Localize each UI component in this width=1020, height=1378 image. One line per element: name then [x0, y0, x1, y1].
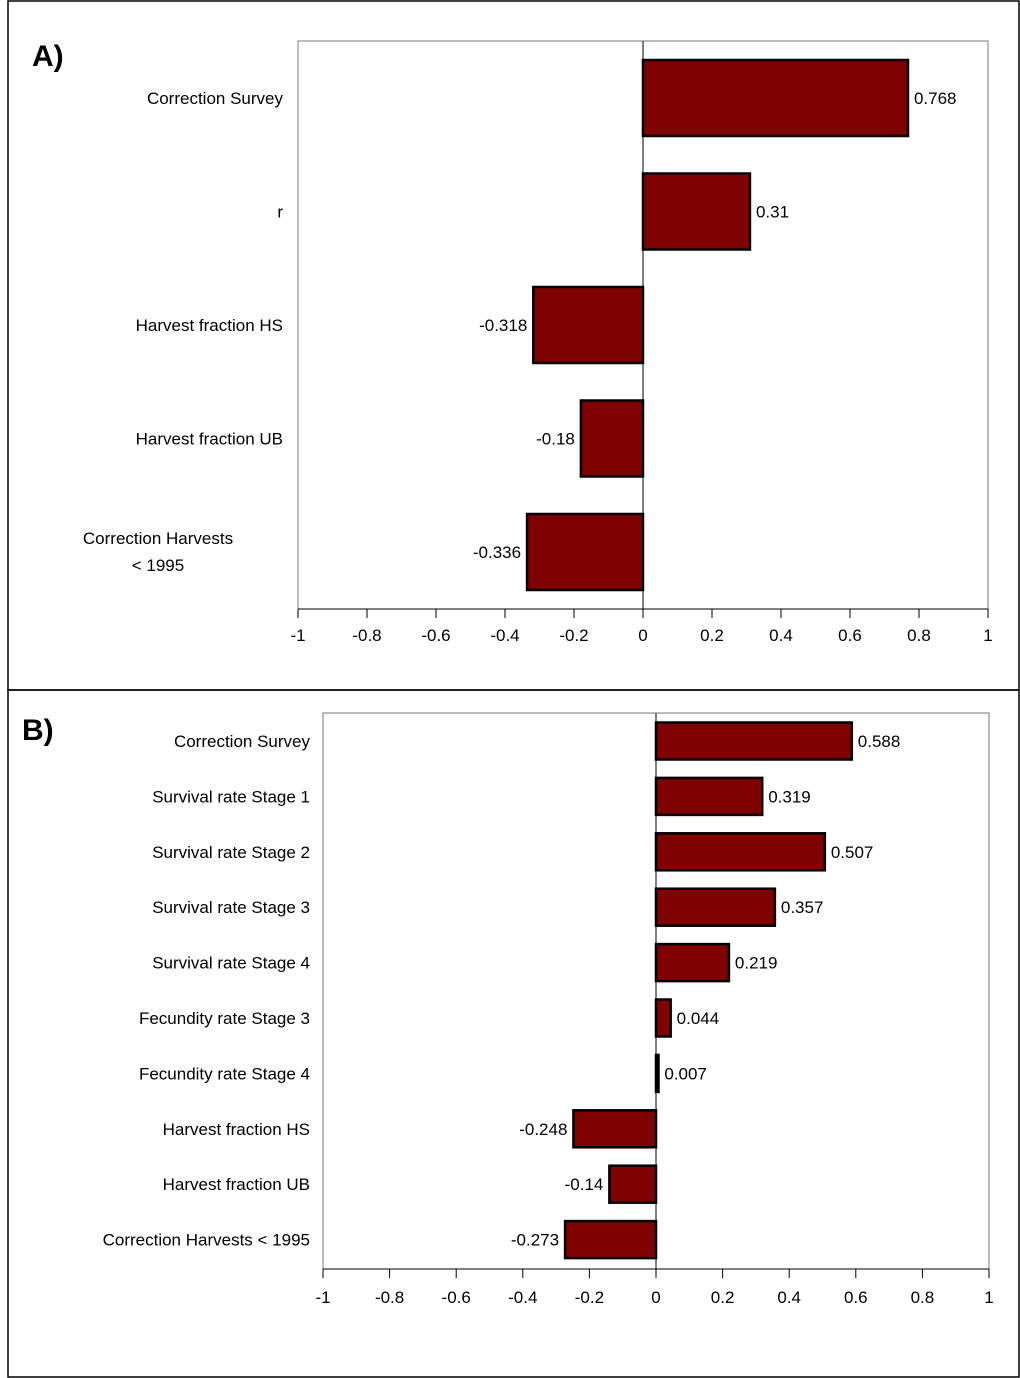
data-label: 0.31 [756, 203, 789, 222]
panel-a-letter: A) [32, 40, 64, 73]
x-tick-label: -1 [315, 1288, 330, 1307]
x-tick-label: -0.2 [575, 1288, 604, 1307]
panel-a-category-labels: Correction Survey r Harvest fraction HS Har… [83, 89, 284, 575]
panel-b-x-axis: -1 -0.8 -0.6 -0.4 -0.2 0 0.2 0.4 0.6 0.8 1 [315, 713, 994, 1307]
category-label: Harvest fraction HS [163, 1120, 310, 1139]
panel-b-bars [563, 721, 854, 1260]
category-label: Survival rate Stage 4 [152, 954, 310, 973]
category-label: Fecundity rate Stage 3 [139, 1009, 310, 1028]
panel-b-category-labels: Correction Survey Survival rate Stage 1 Su… [103, 732, 311, 1250]
bar [563, 1219, 658, 1260]
x-tick-label: 1 [984, 1288, 993, 1307]
panel-b-border [7, 689, 1020, 1378]
bar [654, 776, 764, 817]
category-label: Correction Survey [174, 732, 311, 751]
panel-b-data-labels: 0.588 0.319 0.507 0.357 0.219 0.044 0.007 -0.24… [511, 732, 900, 1250]
data-label: -0.14 [565, 1175, 604, 1194]
data-label: 0.768 [914, 89, 957, 108]
panel-a: A) 0.768 0.31 -0.318 -0.18 -0.336 Correction… [7, 0, 1020, 691]
category-label: Correction Survey [147, 89, 284, 108]
data-label: -0.18 [536, 430, 575, 449]
bar [572, 1109, 658, 1149]
bar [641, 58, 910, 138]
panel-a-data-labels: 0.768 0.31 -0.318 -0.18 -0.336 [473, 89, 957, 562]
category-label: Correction Harvests [83, 529, 233, 548]
x-tick-label: 0.2 [711, 1288, 735, 1307]
x-tick-label: 0.8 [907, 626, 931, 645]
x-tick-label: 0.6 [838, 626, 862, 645]
x-tick-label: -0.4 [490, 626, 519, 645]
category-label: Survival rate Stage 2 [152, 843, 310, 862]
data-label: 0.319 [768, 787, 811, 806]
category-label: r [277, 203, 283, 222]
panel-b-letter: B) [22, 714, 54, 747]
data-label: -0.318 [479, 316, 527, 335]
panel-a-bars [525, 58, 910, 592]
x-tick-label: 0.2 [700, 626, 724, 645]
x-tick-label: 0.4 [769, 626, 793, 645]
x-tick-label: 0 [651, 1288, 660, 1307]
data-label: 0.357 [781, 898, 824, 917]
data-label: 0.044 [677, 1009, 720, 1028]
x-tick-label: -0.8 [352, 626, 381, 645]
bar [654, 721, 854, 761]
bar [654, 832, 827, 872]
x-tick-label: 0.6 [844, 1288, 868, 1307]
x-tick-label: 1 [983, 626, 992, 645]
bar [579, 399, 645, 478]
x-tick-label: -1 [290, 626, 305, 645]
data-label: 0.588 [858, 732, 901, 751]
category-label: Survival rate Stage 3 [152, 898, 310, 917]
bar [654, 887, 777, 927]
category-label: Fecundity rate Stage 4 [139, 1064, 310, 1083]
category-label: Harvest fraction UB [163, 1175, 310, 1194]
x-tick-label: -0.8 [375, 1288, 404, 1307]
category-label: Harvest fraction UB [136, 430, 283, 449]
panel-a-x-axis: -1 -0.8 -0.6 -0.4 -0.2 0 0.2 0.4 0.6 0.8 1 [290, 41, 993, 645]
category-label: Harvest fraction HS [136, 316, 283, 335]
x-tick-label: -0.4 [508, 1288, 537, 1307]
data-label: -0.248 [519, 1120, 567, 1139]
x-tick-label: -0.2 [559, 626, 588, 645]
bar [641, 172, 752, 251]
data-label: 0.507 [831, 843, 874, 862]
bar [654, 998, 672, 1038]
x-tick-label: 0.8 [911, 1288, 935, 1307]
x-tick-label: 0.4 [777, 1288, 801, 1307]
x-tick-label: -0.6 [421, 626, 450, 645]
bar [532, 285, 645, 365]
category-label: Correction Harvests < 1995 [103, 1231, 310, 1250]
category-label: Survival rate Stage 1 [152, 787, 310, 806]
data-label: 0.219 [735, 954, 778, 973]
bar [654, 942, 731, 983]
x-tick-label: -0.6 [442, 1288, 471, 1307]
data-label: 0.007 [664, 1064, 707, 1083]
data-label: -0.273 [511, 1231, 559, 1250]
panel-b: B) 0.588 0.319 0.507 0.357 0.219 0.044 0.007 -0… [7, 689, 1020, 1378]
category-label: < 1995 [132, 556, 184, 575]
bar [525, 512, 645, 592]
data-label: -0.336 [473, 543, 521, 562]
bar [608, 1164, 658, 1204]
x-tick-label: 0 [638, 626, 647, 645]
